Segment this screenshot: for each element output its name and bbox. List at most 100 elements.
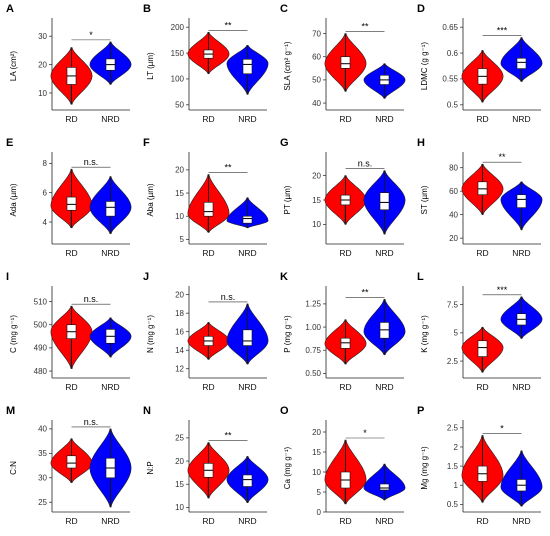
panel-l-ylabel: K (mg g⁻¹) (420, 315, 429, 353)
panel-d-ytick-label: 0.55 (442, 75, 458, 84)
panel-o-ytick-label: 5 (317, 488, 322, 497)
panel-d-xtick-rd: RD (476, 114, 488, 124)
panel-i-ylabel: C (mg g⁻¹) (9, 315, 18, 353)
panel-j-xtick-rd: RD (202, 382, 214, 392)
panel-b-box-nrd (242, 58, 253, 75)
panel-g-sig-label: n.s. (358, 159, 373, 169)
panel-b-ytick-label: 100 (171, 75, 185, 84)
panel-j-ytick-label: 20 (175, 290, 184, 299)
panel-f-ytick-label: 20 (175, 166, 184, 175)
panel-m-ytick-label: 25 (38, 498, 47, 507)
panel-g-ytick-label: 20 (312, 171, 321, 180)
panel-b-xtick-nrd: NRD (238, 114, 256, 124)
panel-i-xtick-nrd: NRD (101, 382, 119, 392)
panel-j-ytick-label: 14 (175, 346, 184, 355)
panel-a: A LA (cm²) 10 20 30 RD NRD * (6, 3, 132, 124)
panel-i-ytick-label: 500 (34, 321, 48, 330)
panel-n-ylabel: N:P (146, 461, 155, 474)
panel-f-ytick-label: 5 (180, 235, 185, 244)
panel-n-sig-label: ** (224, 431, 232, 441)
panel-l-box-rd (477, 340, 488, 357)
panel-a-sig-label: * (89, 30, 93, 40)
panel-k-ytick-label: 0.50 (305, 369, 321, 378)
panel-e-box-nrd (105, 201, 116, 217)
panel-m-xtick-rd: RD (65, 516, 77, 526)
panel-p-sig-label: * (500, 423, 504, 433)
panel-e: E Ada (µm) 4 6 8 RD NRD n.s. (6, 137, 132, 258)
panel-n-box-nrd (242, 474, 253, 487)
panel-p-xtick-rd: RD (476, 516, 488, 526)
panel-e-sig-label: n.s. (84, 157, 99, 167)
panel-e-ytick-label: 4 (43, 218, 48, 227)
panel-h-ytick-label: 80 (449, 164, 458, 173)
panel-j-xtick-nrd: NRD (238, 382, 256, 392)
panel-a-ytick-label: 20 (38, 60, 47, 69)
panel-l: L K (mg g⁻¹) 2.5 5 7.5 RD NRD *** (417, 271, 543, 392)
panel-a-xtick-nrd: NRD (101, 114, 119, 124)
panel-o-ytick-label: 15 (312, 448, 321, 457)
panel-o-ylabel: Ca (mg g⁻¹) (283, 446, 292, 489)
panel-l-ytick-label: 5 (454, 329, 459, 338)
panel-f-ytick-label: 15 (175, 189, 184, 198)
panel-d-xtick-nrd: NRD (512, 114, 530, 124)
panel-h-ylabel: ST (µm) (420, 185, 429, 214)
panel-e-label: E (6, 137, 13, 149)
panel-f-box-rd (203, 202, 214, 217)
panel-d-box-nrd (516, 57, 527, 69)
panel-k-xtick-nrd: NRD (375, 382, 393, 392)
panel-k-sig-label: ** (361, 287, 369, 297)
panel-j: J N (mg g⁻¹) 12 14 16 18 20 RD NRD n.s. (143, 271, 269, 392)
panel-i-sig-label: n.s. (84, 294, 99, 304)
panel-d-ylabel: LDMC (g g⁻¹) (420, 42, 429, 91)
panel-m-label: M (6, 405, 15, 417)
panel-d-ytick-label: 0.6 (447, 49, 459, 58)
panel-b-sig-label: ** (224, 20, 232, 30)
panel-j-box-nrd (242, 329, 253, 346)
panel-n-label: N (143, 405, 151, 417)
panel-n-ytick-label: 10 (175, 503, 184, 512)
panel-l-ytick-label: 2.5 (447, 357, 459, 366)
panel-i-label: I (6, 271, 9, 283)
panel-h-xtick-rd: RD (476, 248, 488, 258)
panel-n-ytick-label: 20 (175, 457, 184, 466)
panel-o-xtick-rd: RD (339, 516, 351, 526)
panel-k-ylabel: P (mg g⁻¹) (283, 315, 292, 353)
panel-o-ytick-label: 0 (317, 508, 322, 517)
panel-b-xtick-rd: RD (202, 114, 214, 124)
panel-g: G PT (µm) 10 15 20 RD NRD n.s. (280, 137, 406, 258)
panel-i-xtick-rd: RD (65, 382, 77, 392)
panel-g-label: G (280, 137, 289, 149)
panel-p-xtick-nrd: NRD (512, 516, 530, 526)
panel-d-sig-label: *** (497, 26, 508, 36)
panel-f-xtick-nrd: NRD (238, 248, 256, 258)
panel-l-ytick-label: 7.5 (447, 300, 459, 309)
panel-a-ytick-label: 30 (38, 32, 47, 41)
panel-n-xtick-rd: RD (202, 516, 214, 526)
panel-j-sig-label: n.s. (221, 292, 236, 302)
panel-h: H ST (µm) 20 40 60 80 RD NRD ** (417, 137, 543, 258)
panel-a-ylabel: LA (cm²) (9, 51, 18, 82)
panel-p-ytick-label: 0.5 (447, 500, 459, 509)
panel-i-ytick-label: 480 (34, 367, 48, 376)
panel-k-ytick-label: 1.00 (305, 323, 321, 332)
panel-c-ytick-label: 70 (312, 29, 321, 38)
panel-k-label: K (280, 271, 288, 283)
panel-p-ytick-label: 2.5 (447, 424, 459, 433)
panel-e-xtick-rd: RD (65, 248, 77, 258)
panel-d-ytick-label: 0.5 (447, 101, 459, 110)
panel-o-ytick-label: 10 (312, 468, 321, 477)
panel-a-label: A (6, 3, 14, 15)
panel-c-box-rd (340, 56, 351, 69)
panel-l-label: L (417, 271, 424, 283)
panel-j-ytick-label: 12 (175, 365, 184, 374)
panel-m-ylabel: C:N (9, 461, 18, 475)
panel-j-ytick-label: 18 (175, 309, 184, 318)
panel-m-sig-label: n.s. (84, 417, 99, 427)
panel-i-ytick-label: 490 (34, 344, 48, 353)
panel-c-ytick-label: 40 (312, 99, 321, 108)
panel-g-xtick-rd: RD (339, 248, 351, 258)
panel-f-ylabel: Aba (µm) (146, 183, 155, 216)
panel-k-ytick-label: 0.75 (305, 346, 321, 355)
panel-b-ytick-label: 150 (171, 49, 185, 58)
